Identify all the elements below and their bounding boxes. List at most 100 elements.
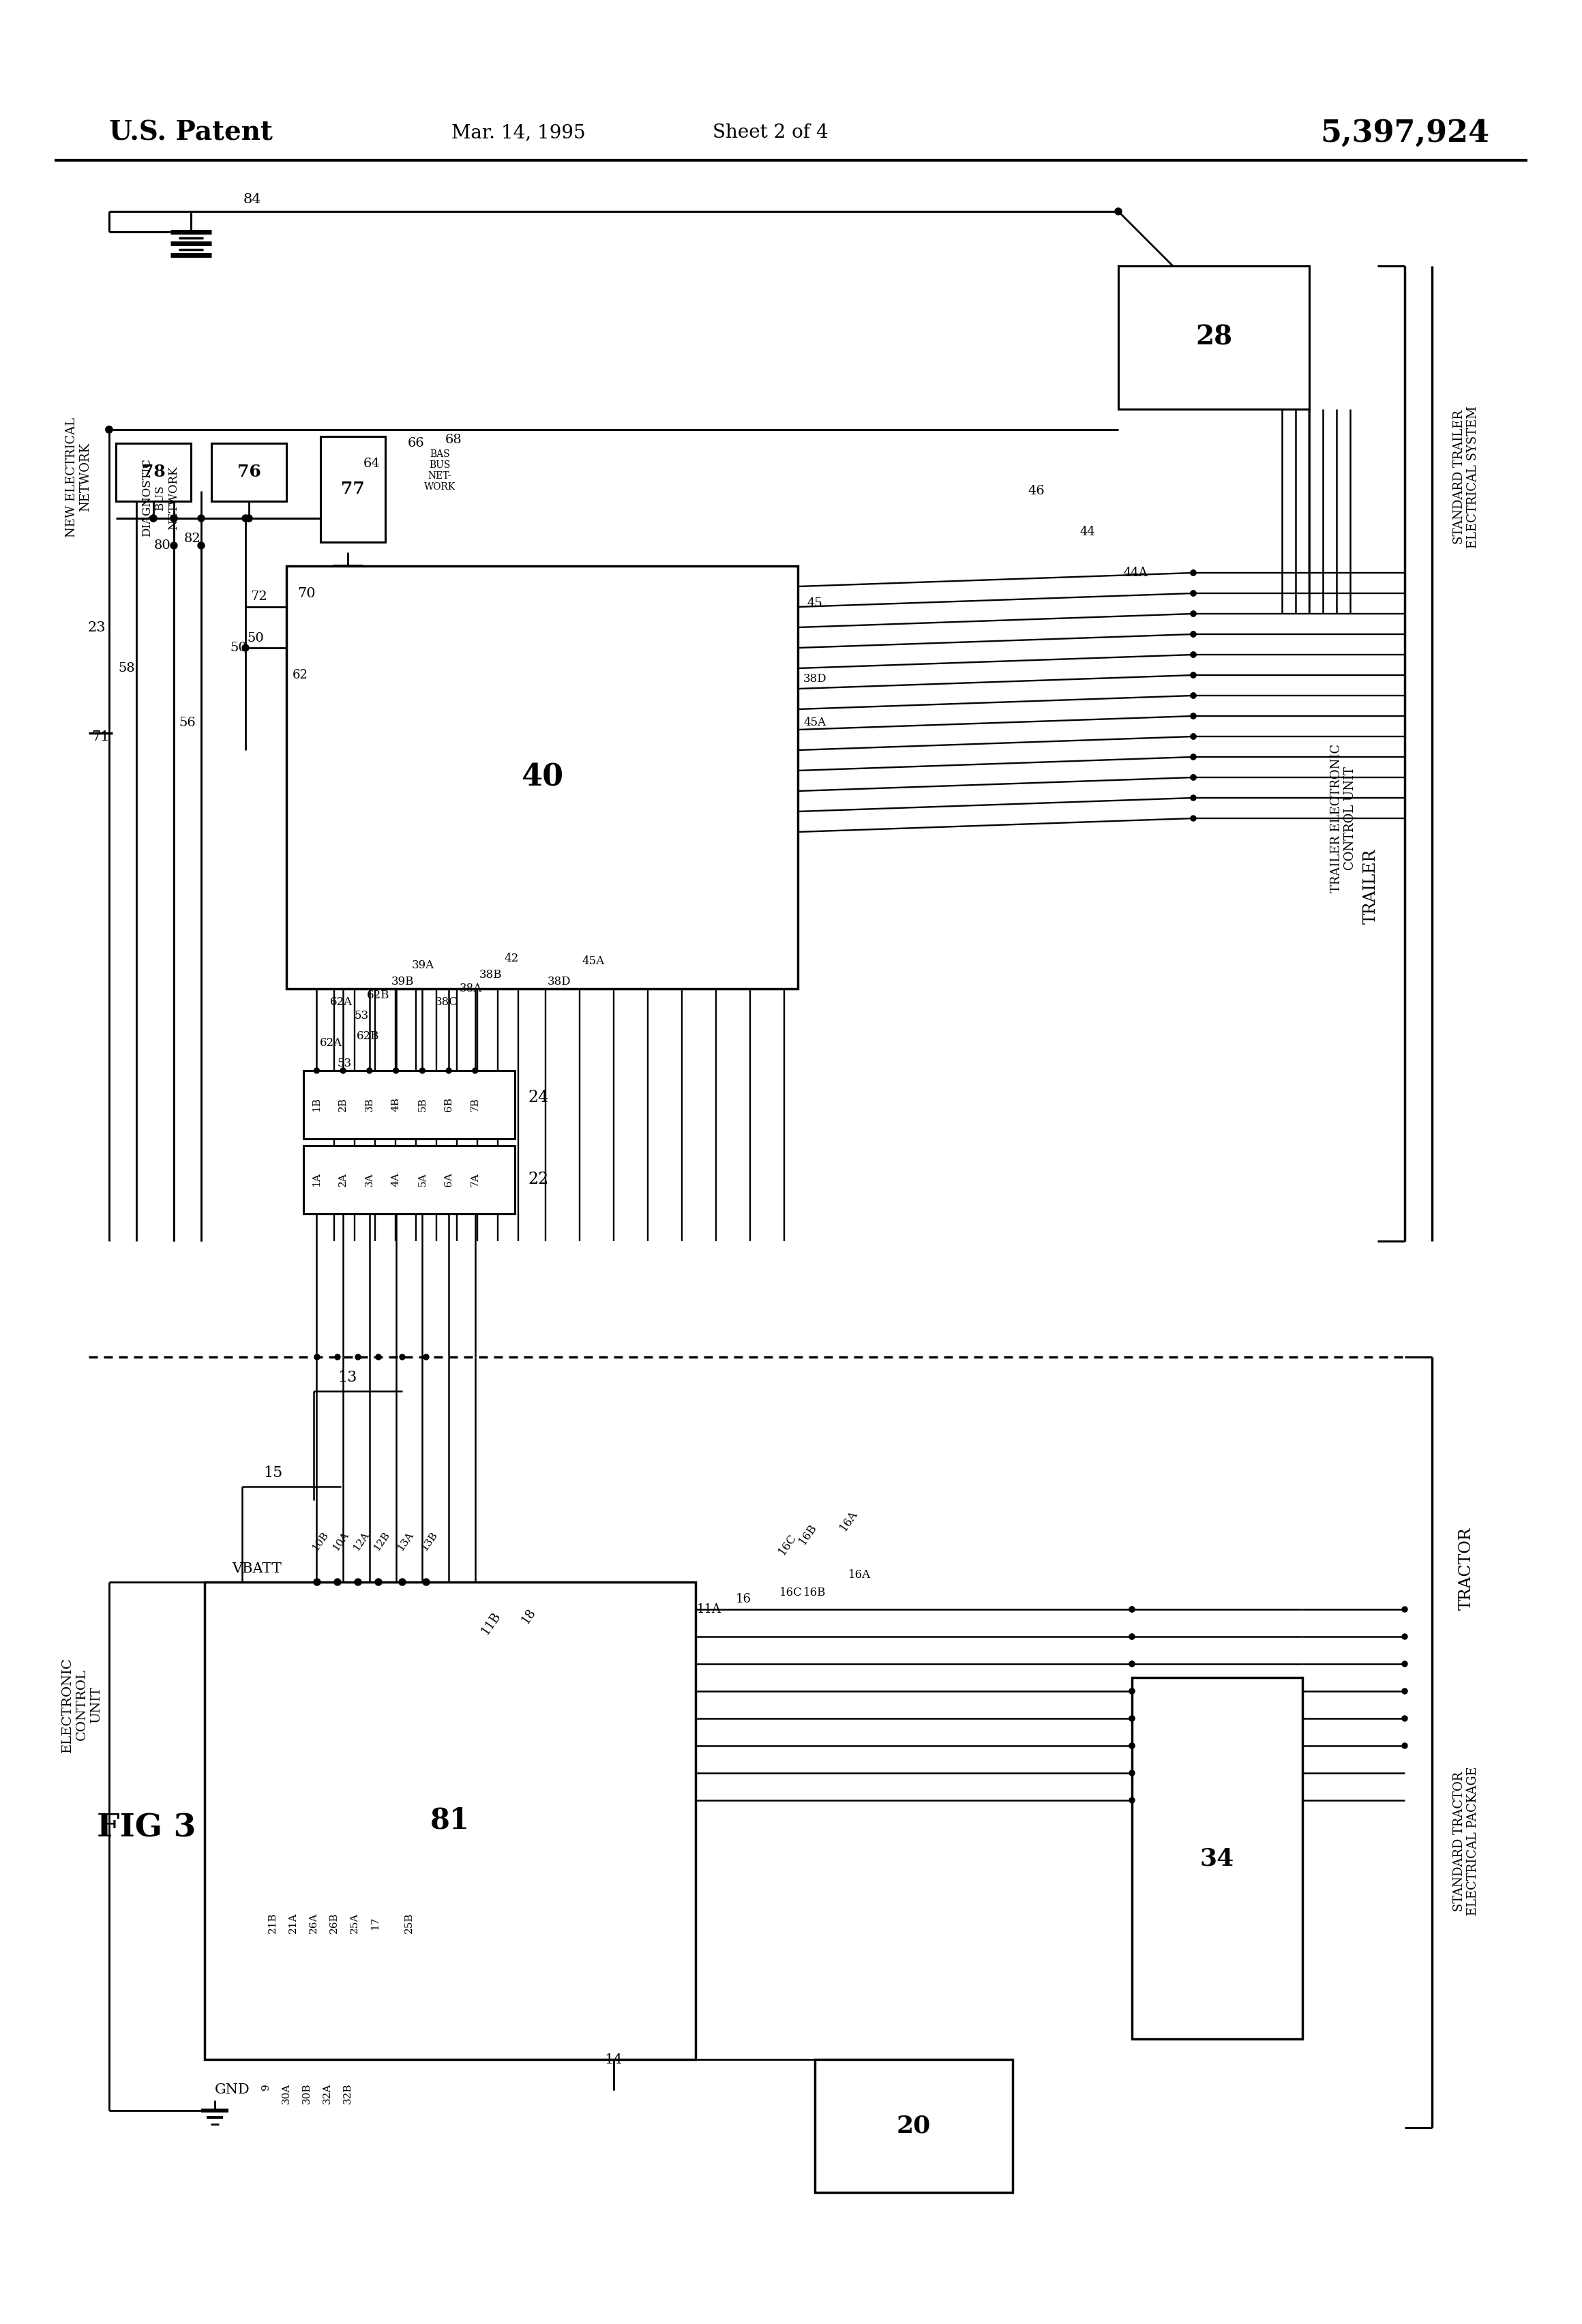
Text: 84: 84 <box>244 193 261 207</box>
Circle shape <box>1191 672 1196 679</box>
Circle shape <box>171 516 177 521</box>
Circle shape <box>150 516 157 521</box>
Text: 50: 50 <box>247 632 264 644</box>
Circle shape <box>399 1578 405 1585</box>
Text: Sheet 2 of 4: Sheet 2 of 4 <box>713 123 829 142</box>
Text: 76: 76 <box>237 465 261 481</box>
Text: 45A: 45A <box>582 955 604 967</box>
Circle shape <box>473 1069 478 1074</box>
Text: 42: 42 <box>505 953 519 964</box>
Text: 26A: 26A <box>308 1913 318 1934</box>
Text: 68: 68 <box>445 435 462 446</box>
Text: 53: 53 <box>354 1011 369 1023</box>
Circle shape <box>1115 207 1122 214</box>
Text: 46: 46 <box>1028 486 1046 497</box>
Circle shape <box>1130 1771 1134 1776</box>
Text: 23: 23 <box>87 621 106 634</box>
Text: 26B: 26B <box>329 1913 339 1934</box>
Text: 15: 15 <box>263 1466 283 1480</box>
Text: 38D: 38D <box>547 976 571 988</box>
Circle shape <box>1191 590 1196 595</box>
Text: 9: 9 <box>261 2082 271 2089</box>
Text: 2A: 2A <box>339 1174 348 1188</box>
Text: 80: 80 <box>153 539 171 551</box>
Text: STANDARD TRACTOR
ELECTRICAL PACKAGE: STANDARD TRACTOR ELECTRICAL PACKAGE <box>1452 1766 1479 1915</box>
Circle shape <box>1191 569 1196 576</box>
Circle shape <box>198 541 204 548</box>
Text: 5,397,924: 5,397,924 <box>1319 119 1489 149</box>
Circle shape <box>1402 1690 1408 1694</box>
Circle shape <box>1191 774 1196 781</box>
Circle shape <box>1402 1606 1408 1613</box>
Text: 21A: 21A <box>288 1913 297 1934</box>
Text: 50: 50 <box>231 641 247 653</box>
Text: Mar. 14, 1995: Mar. 14, 1995 <box>451 123 585 142</box>
Text: 6A: 6A <box>445 1174 454 1188</box>
Circle shape <box>245 516 252 521</box>
Circle shape <box>367 1069 372 1074</box>
Circle shape <box>1130 1715 1134 1722</box>
Circle shape <box>1191 693 1196 697</box>
Circle shape <box>106 425 112 432</box>
Text: 58: 58 <box>119 662 134 674</box>
Text: 16: 16 <box>736 1592 751 1606</box>
Circle shape <box>419 1069 426 1074</box>
Text: 16C: 16C <box>780 1587 802 1599</box>
Text: 78: 78 <box>141 465 165 481</box>
Text: 30A: 30A <box>282 2082 291 2103</box>
Text: 38C: 38C <box>435 997 459 1009</box>
Text: 7A: 7A <box>470 1174 479 1188</box>
Text: 64: 64 <box>364 458 380 469</box>
Text: FIG 3: FIG 3 <box>97 1813 196 1843</box>
Circle shape <box>335 1355 340 1360</box>
Circle shape <box>1191 693 1196 697</box>
Circle shape <box>1130 1796 1134 1803</box>
Circle shape <box>1130 1662 1134 1666</box>
Text: 16A: 16A <box>848 1569 870 1580</box>
Circle shape <box>1402 1743 1408 1748</box>
Circle shape <box>354 1578 361 1585</box>
Circle shape <box>1191 590 1196 595</box>
Circle shape <box>1130 1690 1134 1694</box>
Circle shape <box>313 1069 320 1074</box>
Circle shape <box>1130 1743 1134 1748</box>
Text: 62: 62 <box>293 669 308 681</box>
Circle shape <box>340 1069 346 1074</box>
Circle shape <box>1130 1606 1134 1613</box>
Text: GND: GND <box>215 2085 250 2096</box>
Circle shape <box>1402 1634 1408 1638</box>
Text: TRAILER: TRAILER <box>1362 848 1378 925</box>
Circle shape <box>1191 611 1196 616</box>
Text: DIAGNOSTIC
BUS
NETWORK: DIAGNOSTIC BUS NETWORK <box>141 458 179 537</box>
Text: TRACTOR: TRACTOR <box>1459 1527 1474 1611</box>
Text: 39B: 39B <box>391 976 414 988</box>
Text: 13B: 13B <box>419 1529 440 1552</box>
Text: TRAILER ELECTRONIC
CONTROL UNIT: TRAILER ELECTRONIC CONTROL UNIT <box>1330 744 1357 892</box>
Circle shape <box>1191 632 1196 637</box>
Circle shape <box>1130 1606 1134 1613</box>
Circle shape <box>1402 1715 1408 1722</box>
Circle shape <box>1191 713 1196 718</box>
Text: U.S. Patent: U.S. Patent <box>109 121 272 146</box>
Circle shape <box>377 1355 381 1360</box>
Circle shape <box>1191 611 1196 616</box>
Text: 38B: 38B <box>479 969 503 981</box>
Text: 45: 45 <box>807 597 823 609</box>
Circle shape <box>1191 653 1196 658</box>
Text: STANDARD TRAILER
ELECTRICAL SYSTEM: STANDARD TRAILER ELECTRICAL SYSTEM <box>1452 407 1479 548</box>
Text: 32B: 32B <box>343 2082 353 2103</box>
Text: 62B: 62B <box>367 990 389 1002</box>
Text: 14: 14 <box>604 2052 623 2066</box>
Text: 12A: 12A <box>351 1529 372 1552</box>
Text: 32A: 32A <box>323 2082 332 2103</box>
Text: 18: 18 <box>519 1606 538 1627</box>
Circle shape <box>1191 672 1196 679</box>
Text: 10A: 10A <box>331 1529 351 1552</box>
Circle shape <box>171 516 177 521</box>
Text: 30B: 30B <box>302 2082 312 2103</box>
Text: 25A: 25A <box>350 1913 359 1934</box>
Text: 28: 28 <box>1196 325 1232 351</box>
Text: 11A: 11A <box>698 1604 721 1615</box>
Text: 3A: 3A <box>365 1174 375 1188</box>
Bar <box>1133 1678 1302 2038</box>
